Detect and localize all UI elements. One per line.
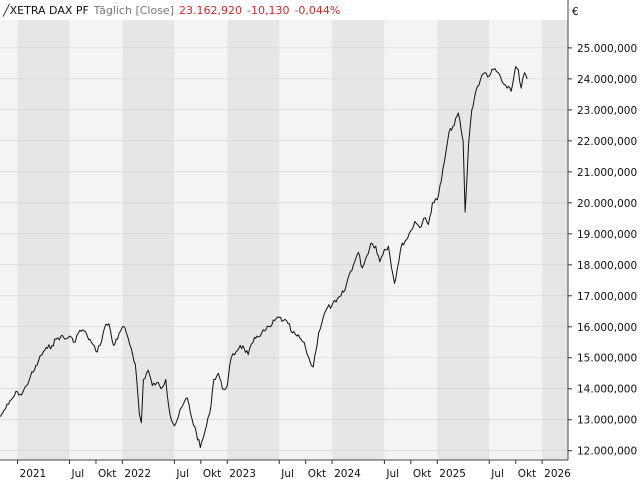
period-band bbox=[174, 20, 228, 460]
y-tick-label: 22.000,000 bbox=[577, 136, 637, 148]
x-tick-label: 2024 bbox=[334, 468, 361, 480]
x-tick-label: 2021 bbox=[20, 468, 47, 480]
period-band bbox=[0, 20, 18, 460]
x-tick-label: Jul bbox=[280, 468, 294, 480]
y-tick-label: 13.000,000 bbox=[577, 415, 637, 427]
x-tick-label: 2026 bbox=[544, 468, 571, 480]
price-series-line bbox=[0, 66, 528, 449]
y-tick-label: 21.000,000 bbox=[577, 167, 637, 179]
y-tick-label: 14.000,000 bbox=[577, 384, 637, 396]
y-tick-label: 23.000,000 bbox=[577, 105, 637, 117]
gridlines bbox=[0, 47, 568, 452]
period-band bbox=[542, 20, 568, 460]
x-tick-label: Jul bbox=[175, 468, 189, 480]
x-tick-label: Jul bbox=[385, 468, 399, 480]
y-tick-label: 12.000,000 bbox=[577, 446, 637, 458]
period-band bbox=[384, 20, 438, 460]
interval-label: Täglich [Close] bbox=[93, 4, 174, 17]
x-axis-ticks: 2021 Jul Okt 2022 Jul Okt 2023 Jul Okt 2024 Jul Okt… bbox=[17, 460, 571, 480]
x-tick-label: 2022 bbox=[124, 468, 151, 480]
axes bbox=[0, 0, 569, 461]
x-tick-label: 2023 bbox=[229, 468, 256, 480]
x-tick-label: Okt bbox=[518, 468, 536, 480]
x-tick-label: Okt bbox=[308, 468, 326, 480]
last-price: 23.162,920 bbox=[179, 4, 242, 17]
period-band bbox=[332, 20, 385, 460]
y-axis-ticks: 12.000,000 13.000,000 14.000,000 15.000,000… bbox=[568, 43, 637, 458]
currency-label: € bbox=[572, 6, 579, 18]
x-tick-label: 2025 bbox=[439, 468, 466, 480]
y-tick-label: 18.000,000 bbox=[577, 260, 637, 272]
period-band bbox=[17, 20, 70, 460]
period-band bbox=[489, 20, 543, 460]
y-tick-label: 15.000,000 bbox=[577, 353, 637, 365]
period-band bbox=[437, 20, 490, 460]
y-tick-label: 19.000,000 bbox=[577, 229, 637, 241]
header-background bbox=[0, 0, 325, 18]
line-chart-icon: ╱ bbox=[2, 3, 11, 17]
y-tick-label: 17.000,000 bbox=[577, 291, 637, 303]
period-band bbox=[279, 20, 333, 460]
x-tick-label: Jul bbox=[490, 468, 504, 480]
instrument-name: XETRA DAX PF bbox=[10, 4, 89, 17]
x-tick-label: Okt bbox=[98, 468, 116, 480]
x-tick-label: Okt bbox=[203, 468, 221, 480]
period-bands bbox=[0, 20, 568, 460]
y-tick-label: 20.000,000 bbox=[577, 198, 637, 210]
x-tick-label: Jul bbox=[71, 468, 85, 480]
price-change-percent: -0,044% bbox=[294, 4, 340, 17]
price-change: -10,130 bbox=[247, 4, 289, 17]
period-band bbox=[122, 20, 175, 460]
chart-header: ╱XETRA DAX PF Täglich [Close] 23.162,920 -1… bbox=[0, 0, 340, 18]
y-tick-label: 24.000,000 bbox=[577, 74, 637, 86]
period-band bbox=[69, 20, 123, 460]
period-band bbox=[227, 20, 280, 460]
y-tick-label: 16.000,000 bbox=[577, 322, 637, 334]
y-tick-label: 25.000,000 bbox=[577, 43, 637, 55]
x-tick-label: Okt bbox=[413, 468, 431, 480]
